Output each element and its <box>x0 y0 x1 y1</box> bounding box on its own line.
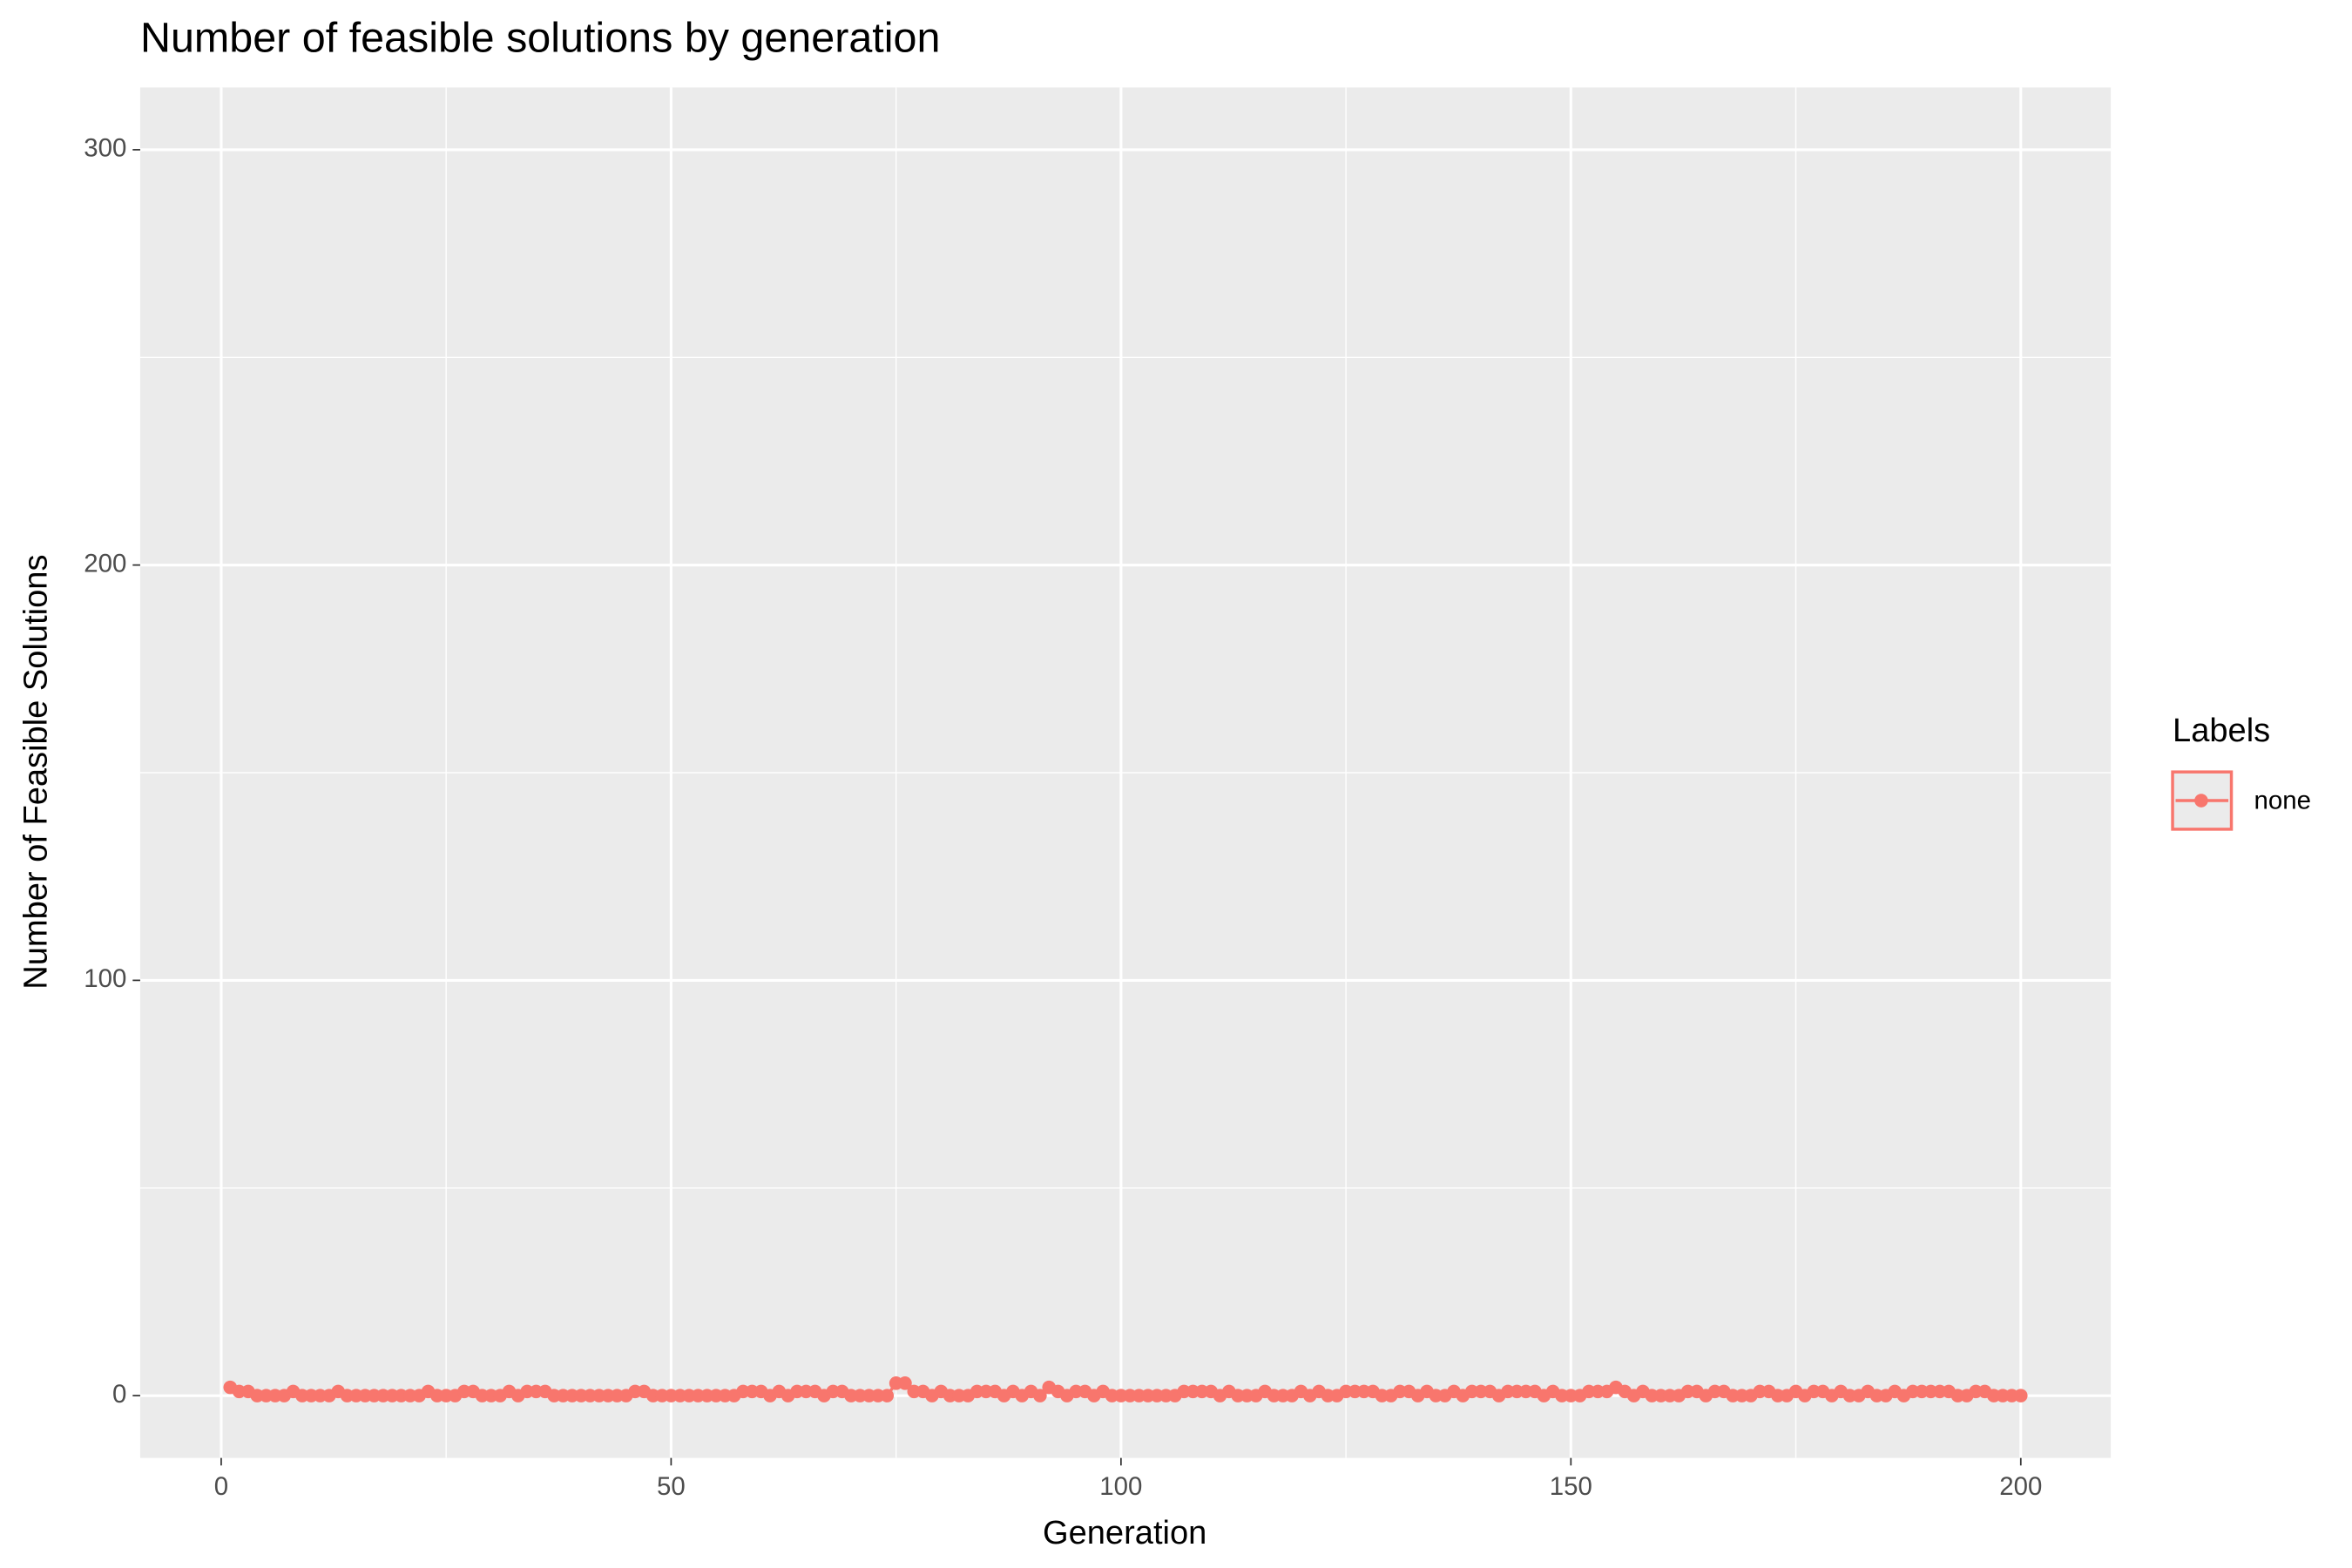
y-tick-label: 200 <box>84 549 126 578</box>
y-tick-label: 300 <box>84 134 126 163</box>
marks <box>223 1376 2028 1402</box>
chart-title: Number of feasible solutions by generati… <box>140 15 940 62</box>
x-tick-label: 50 <box>657 1472 686 1501</box>
legend-label: none <box>2254 787 2310 815</box>
data-point <box>2013 1389 2028 1402</box>
legend-point <box>2194 794 2208 808</box>
x-axis-label: Generation <box>1043 1515 1206 1551</box>
y-tick-label: 100 <box>84 964 126 993</box>
grid <box>139 87 2112 1458</box>
data-point <box>1033 1389 1047 1402</box>
legend-title: Labels <box>2173 713 2270 749</box>
x-tick-label: 200 <box>1999 1472 2042 1501</box>
data-point <box>898 1376 912 1390</box>
data-point <box>880 1389 895 1402</box>
y-axis-label: Number of Feasible Solutions <box>17 555 54 990</box>
x-tick-label: 150 <box>1550 1472 1592 1501</box>
y-tick-label: 0 <box>112 1380 126 1409</box>
legend: Labels none <box>2171 713 2311 831</box>
x-tick-label: 0 <box>214 1472 228 1501</box>
x-tick-label: 100 <box>1099 1472 1142 1501</box>
